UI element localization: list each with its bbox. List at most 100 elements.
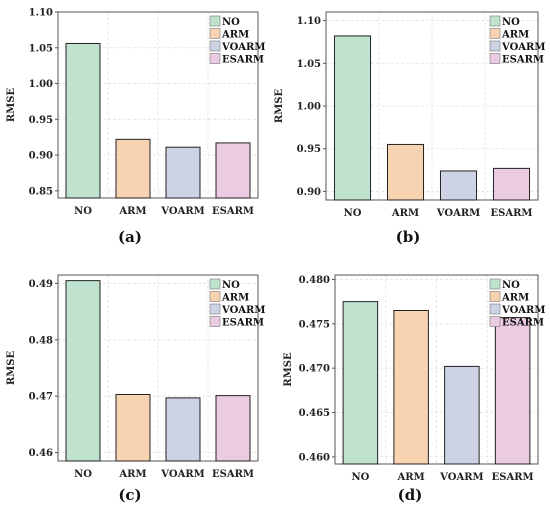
y-tick-label: 0.47 (29, 392, 53, 403)
panel-label: (a) (118, 228, 142, 246)
panel-label: (d) (398, 486, 423, 504)
bar-arm (115, 138, 151, 199)
bar-esarm (215, 142, 251, 199)
legend-swatch-voarm (209, 303, 221, 315)
legend-label-voarm: VOARM (501, 305, 545, 316)
y-axis-label: RMSE (6, 88, 17, 123)
legend-swatch-arm (489, 28, 501, 39)
chart-panel-c: NO ARM VOARM ESARM0.460.470.480.49RMSENOARM… (6, 274, 265, 504)
y-tick-label: 0.480 (299, 275, 330, 286)
plot-frame (57, 274, 259, 462)
y-tick-label: 0.90 (297, 187, 321, 198)
y-axis-label: RMSE (274, 89, 285, 124)
legend-swatch-esarm (209, 53, 221, 64)
chart-panel-a: NO ARM VOARM ESARM0.850.900.951.001.051.10R… (6, 8, 265, 247)
legend-swatch-arm (489, 291, 501, 302)
y-tick-label: 0.95 (29, 115, 53, 126)
bar-arm (393, 309, 429, 465)
legend-label-voarm: VOARM (501, 42, 545, 53)
x-tick-label: NO (351, 472, 369, 483)
y-tick-label: 1.10 (297, 16, 321, 27)
x-tick-label: NO (74, 206, 92, 217)
x-tick-label: VOARM (439, 472, 483, 483)
bar-arm (386, 143, 425, 201)
bar-voarm (165, 146, 201, 199)
y-tick-label: 0.465 (299, 408, 330, 419)
chart-panel-d: NO ARM VOARM ESARM0.4600.4650.4700.4750.480… (283, 274, 545, 504)
y-tick-label: 0.46 (29, 448, 53, 459)
legend-label-arm: ARM (501, 30, 529, 41)
y-tick-label: 0.85 (29, 186, 53, 197)
legend-label-esarm: ESARM (222, 318, 264, 329)
y-tick-label: 1.10 (29, 8, 53, 19)
bar-esarm (215, 395, 251, 462)
y-tick-label: 1.05 (29, 43, 53, 54)
legend-label-voarm: VOARM (221, 305, 265, 316)
y-tick-label: 1.00 (297, 102, 321, 113)
legend-label-esarm: ESARM (502, 55, 544, 66)
y-tick-label: 0.460 (299, 452, 330, 463)
legend-label-voarm: VOARM (221, 42, 265, 53)
legend-label-no: NO (502, 17, 520, 28)
bar-no (65, 280, 101, 462)
legend-swatch-no (209, 15, 221, 27)
legend-swatch-no (489, 15, 501, 27)
y-tick-label: 0.475 (299, 319, 330, 330)
legend-label-no: NO (222, 17, 240, 28)
y-tick-label: 0.49 (29, 279, 53, 290)
bar-esarm (494, 317, 531, 465)
bar-voarm (439, 170, 478, 201)
bar-arm (115, 393, 151, 462)
legend-label-no: NO (222, 280, 240, 291)
y-tick-label: 0.48 (29, 335, 53, 346)
bar-esarm (492, 167, 531, 201)
x-tick-label: NO (344, 208, 362, 219)
legend-swatch-voarm (209, 40, 221, 52)
x-tick-label: ESARM (212, 206, 254, 217)
y-axis-label: RMSE (6, 351, 17, 386)
legend-label-arm: ARM (501, 293, 529, 304)
legend-label-no: NO (502, 280, 520, 291)
x-tick-label: ARM (397, 472, 425, 483)
y-tick-label: 1.00 (29, 79, 53, 90)
legend-label-esarm: ESARM (502, 318, 544, 329)
legend-label-esarm: ESARM (222, 55, 264, 66)
legend-label-arm: ARM (221, 30, 249, 41)
legend-swatch-no (489, 278, 501, 290)
x-tick-label: VOARM (436, 208, 480, 219)
legend-swatch-arm (209, 291, 221, 302)
bar-no (342, 301, 379, 465)
y-tick-label: 0.95 (297, 144, 321, 155)
bar-voarm (444, 365, 480, 465)
panel-label: (b) (396, 228, 421, 246)
y-tick-label: 0.90 (29, 151, 53, 162)
x-tick-label: NO (74, 469, 92, 480)
y-axis-label: RMSE (283, 352, 294, 387)
legend-label-arm: ARM (221, 293, 249, 304)
legend-swatch-voarm (489, 40, 501, 52)
chart-panel-b: NO ARM VOARM ESARM0.900.951.001.051.10RMSEN… (274, 11, 545, 246)
y-tick-label: 0.470 (299, 364, 330, 375)
bar-no (65, 42, 101, 199)
x-tick-label: VOARM (160, 206, 204, 217)
legend-swatch-esarm (489, 316, 501, 327)
legend-swatch-arm (209, 28, 221, 39)
bar-voarm (165, 397, 201, 462)
x-tick-label: ESARM (212, 469, 254, 480)
x-tick-label: ESARM (491, 208, 533, 219)
bar-no (333, 35, 372, 201)
x-tick-label: ARM (118, 469, 146, 480)
y-tick-label: 1.05 (297, 59, 321, 70)
x-tick-label: ESARM (492, 472, 534, 483)
legend-swatch-no (209, 278, 221, 290)
panel-label: (c) (118, 486, 141, 504)
plot-frame (334, 274, 539, 465)
x-tick-label: ARM (118, 206, 146, 217)
legend-swatch-esarm (209, 316, 221, 327)
plot-frame (57, 11, 259, 199)
x-tick-label: ARM (391, 208, 419, 219)
x-tick-label: VOARM (160, 469, 204, 480)
legend-swatch-voarm (489, 303, 501, 315)
legend-swatch-esarm (489, 53, 501, 64)
